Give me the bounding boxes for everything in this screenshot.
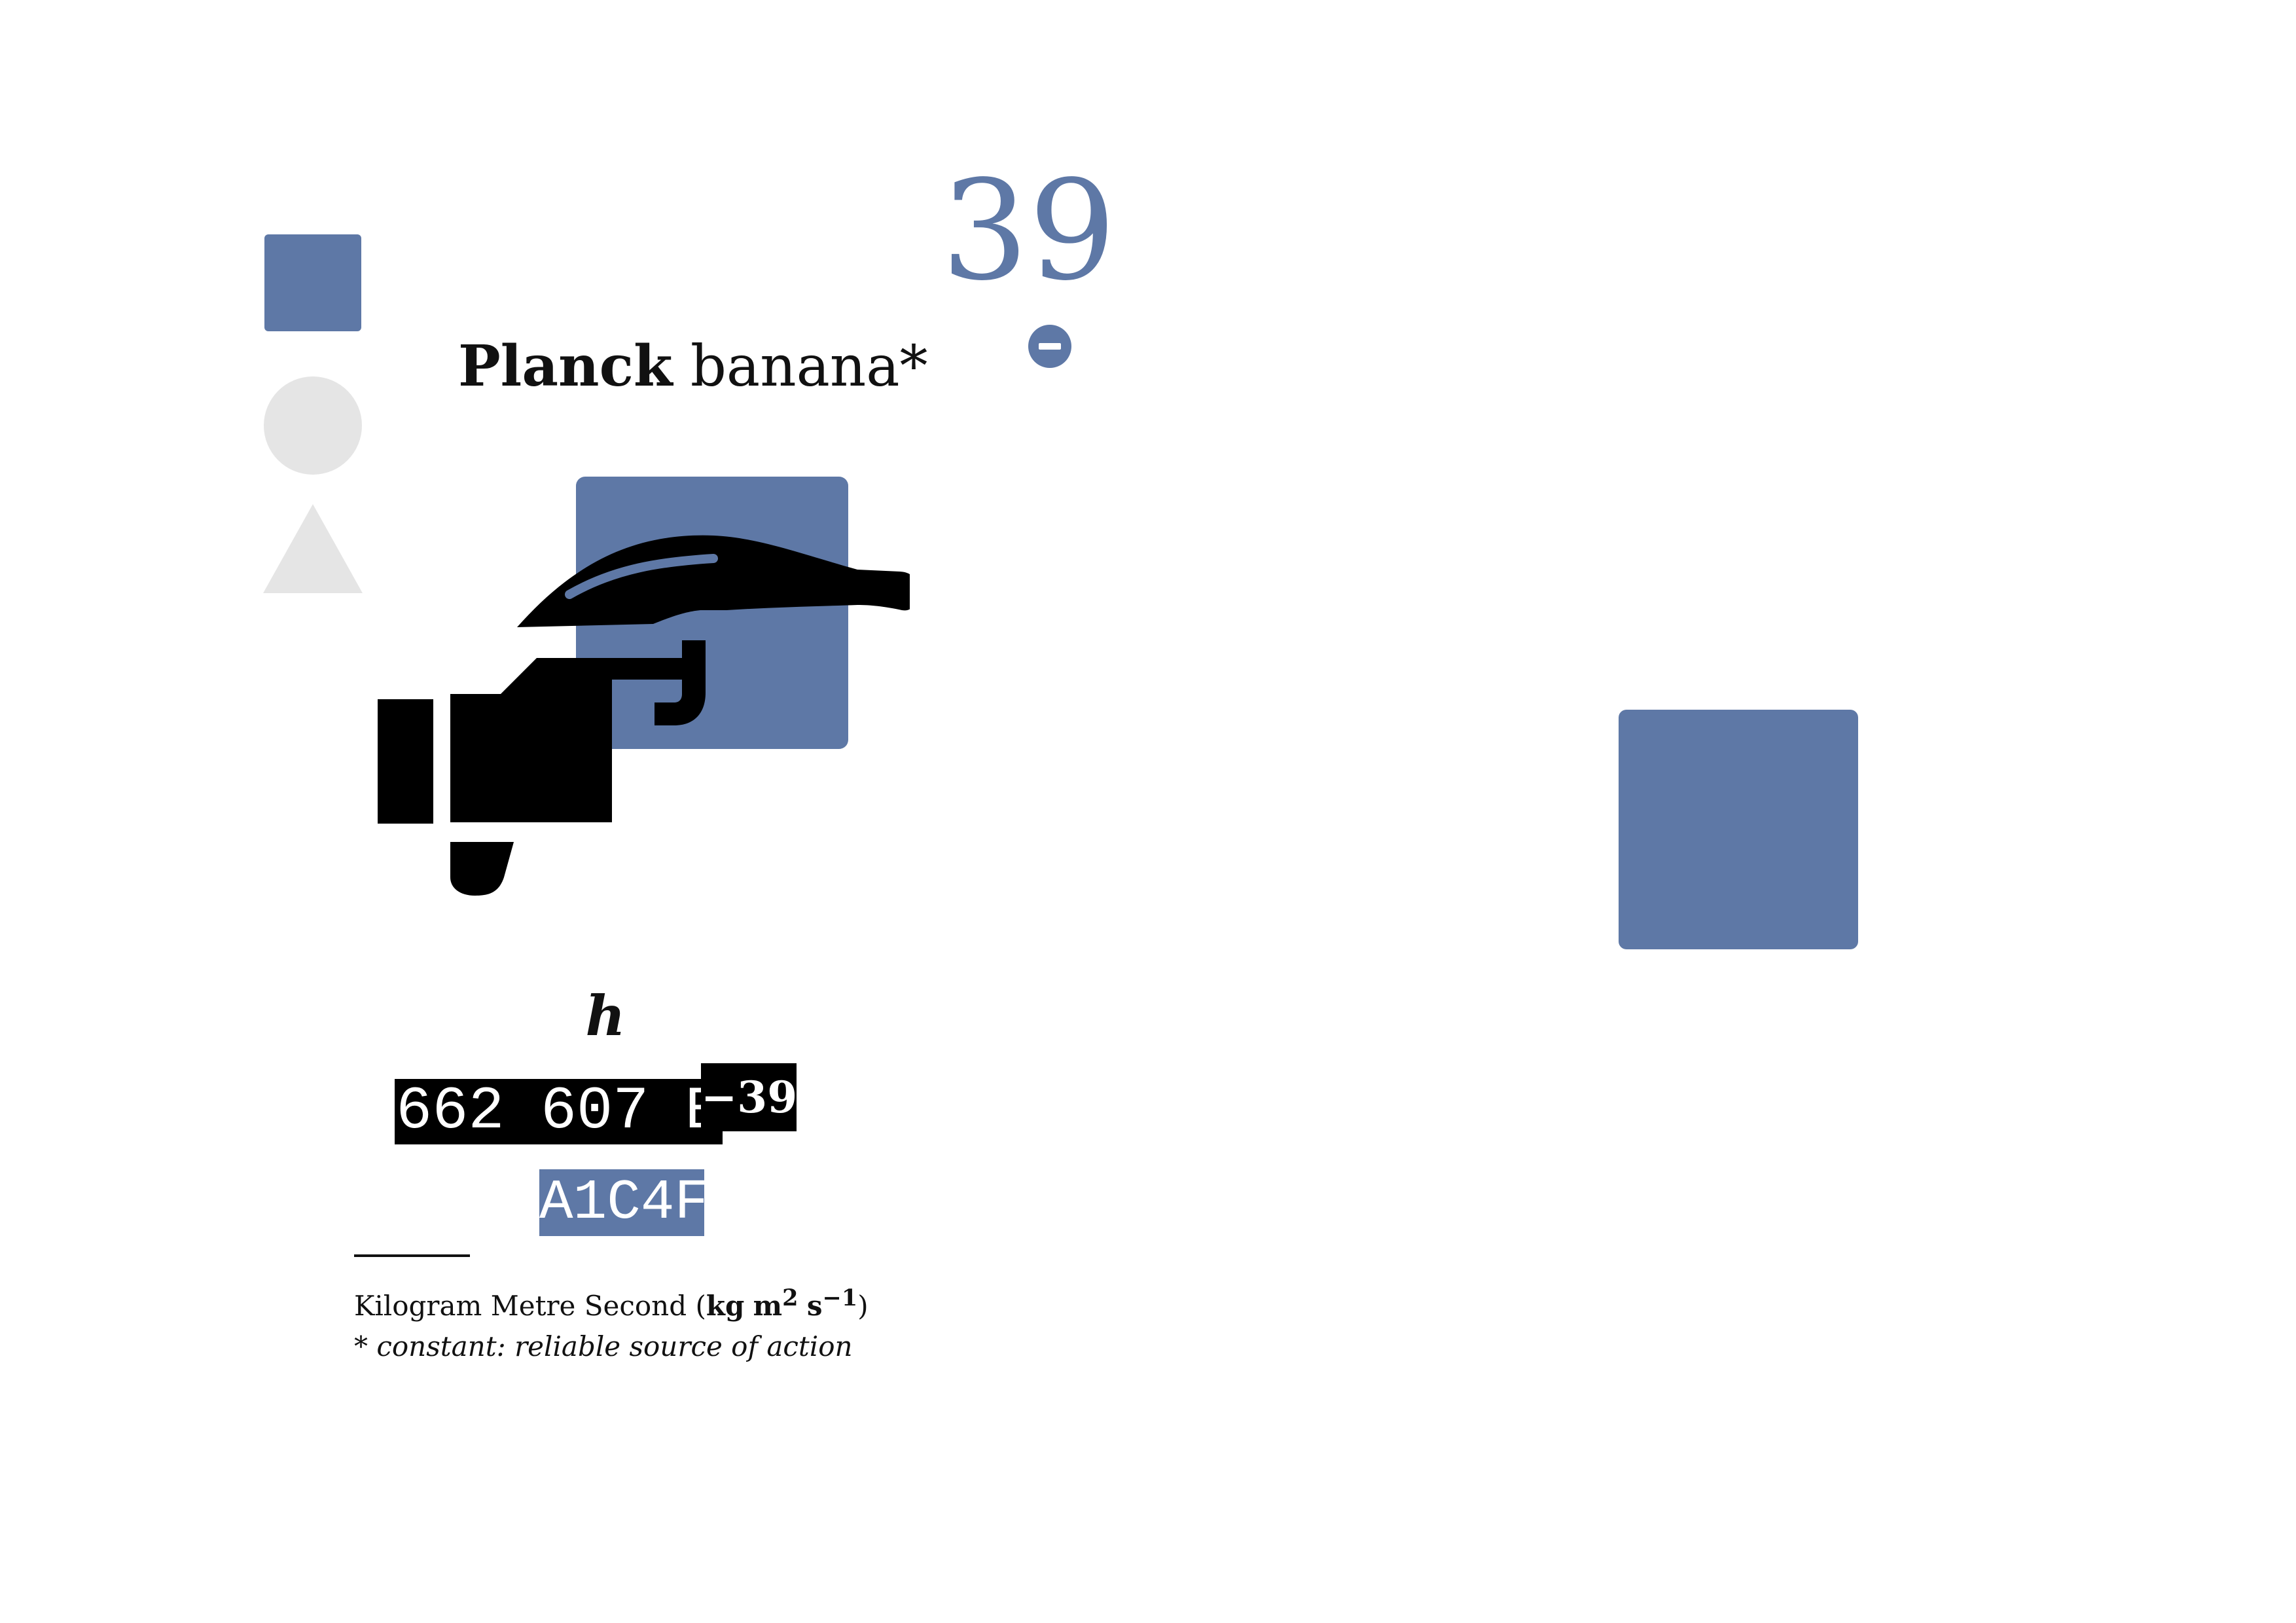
- units-line: Kilogram Metre Second (kg m2 s−1): [354, 1285, 869, 1322]
- units-suffix: ): [857, 1290, 869, 1322]
- gray-triangle-shape: [263, 504, 363, 593]
- gray-circle-shape: [264, 376, 362, 475]
- hex-code-badge: A1C4F: [539, 1169, 709, 1236]
- units-kg: kg: [706, 1290, 745, 1322]
- page-title: Planck banana*: [458, 333, 928, 401]
- units-s-exp: −1: [822, 1285, 858, 1311]
- footnote-divider: [354, 1254, 470, 1257]
- hand-holding-banana-icon: [378, 477, 910, 896]
- units-m: m: [753, 1290, 783, 1322]
- units-s: s: [806, 1290, 823, 1322]
- units-m-exp: 2: [782, 1285, 798, 1311]
- title-rest: banana*: [672, 334, 928, 399]
- constant-symbol: h: [585, 983, 626, 1048]
- blue-square-shape: [264, 234, 361, 331]
- constant-mantissa: 662 607 E: [395, 1077, 723, 1146]
- big-number: 39: [941, 151, 1117, 311]
- units-prefix: Kilogram Metre Second (: [354, 1290, 706, 1322]
- footnote-note: * constant: reliable source of action: [354, 1330, 853, 1362]
- constant-exponent: −39: [701, 1063, 797, 1131]
- blue-square-shape-right: [1619, 710, 1858, 949]
- minus-circle-icon: [1028, 325, 1071, 368]
- title-bold: Planck: [458, 333, 673, 399]
